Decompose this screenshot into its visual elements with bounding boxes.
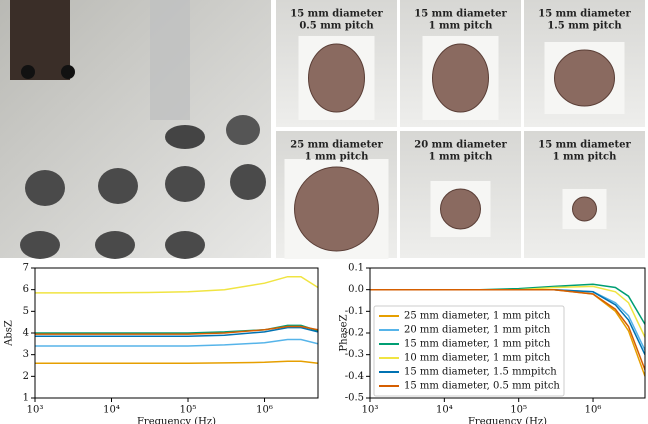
photo-caption: 15 mm diameter	[538, 9, 631, 20]
series-line	[35, 361, 318, 363]
y-tick-label: 1	[23, 393, 29, 404]
photo-caption: 1 mm pitch	[429, 21, 494, 32]
y-tick-label: -0.4	[345, 371, 364, 382]
embroidery	[555, 50, 615, 106]
legend-label: 25 mm diameter, 1 mm pitch	[404, 311, 551, 322]
embroidery	[309, 44, 365, 112]
x-tick-label: 10³	[362, 405, 379, 416]
series-line	[35, 340, 318, 347]
x-tick-label: 10⁶	[256, 405, 273, 416]
photo-caption: 1 mm pitch	[429, 152, 494, 163]
photo-caption: 0.5 mm pitch	[299, 21, 374, 32]
y-axis-label: AbsZ	[4, 320, 15, 347]
x-axis-label: Frequency (Hz)	[137, 417, 216, 424]
x-tick-label: 10⁴	[103, 405, 120, 416]
legend-label: 10 mm diameter, 1 mm pitch	[404, 353, 551, 364]
photo-caption: 1.5 mm pitch	[547, 21, 622, 32]
y-tick-label: 3	[23, 349, 29, 360]
y-tick-label: 2	[23, 371, 29, 382]
y-tick-label: 5	[23, 306, 29, 317]
photo-caption: 1 mm pitch	[305, 152, 370, 163]
photo-caption: 20 mm diameter	[414, 140, 507, 151]
legend-label: 15 mm diameter, 1 mm pitch	[404, 339, 551, 350]
y-tick-label: 7	[23, 263, 29, 274]
embroidery	[441, 189, 481, 229]
y-tick-label: 4	[23, 328, 29, 339]
embroidery	[433, 44, 489, 112]
embroidery	[295, 167, 379, 251]
y-tick-label: -0.5	[345, 393, 364, 404]
legend-label: 20 mm diameter, 1 mm pitch	[404, 325, 551, 336]
photo-caption: 15 mm diameter	[414, 9, 507, 20]
y-tick-label: 0.1	[348, 263, 364, 274]
x-tick-label: 10⁵	[180, 405, 197, 416]
y-axis-label: PhaseZ	[339, 314, 350, 351]
legend-label: 15 mm diameter, 0.5 mm pitch	[404, 381, 560, 392]
legend-label: 15 mm diameter, 1.5 mmpitch	[404, 367, 557, 378]
y-tick-label: 0.0	[348, 284, 364, 295]
figure: 15 mm diameter0.5 mm pitch15 mm diameter…	[0, 0, 648, 424]
x-tick-label: 10³	[27, 405, 44, 416]
x-axis-label: Frequency (Hz)	[468, 417, 547, 424]
x-tick-label: 10⁴	[436, 405, 453, 416]
series-line	[35, 277, 318, 293]
photo-caption: 25 mm diameter	[290, 140, 383, 151]
photo-caption: 1 mm pitch	[553, 152, 618, 163]
photo-caption: 15 mm diameter	[290, 9, 383, 20]
y-tick-label: 6	[23, 284, 29, 295]
x-tick-label: 10⁶	[585, 405, 602, 416]
machine-photo	[0, 0, 271, 259]
x-tick-label: 10⁵	[510, 405, 527, 416]
embroidery	[573, 197, 597, 221]
photo-caption: 15 mm diameter	[538, 140, 631, 151]
